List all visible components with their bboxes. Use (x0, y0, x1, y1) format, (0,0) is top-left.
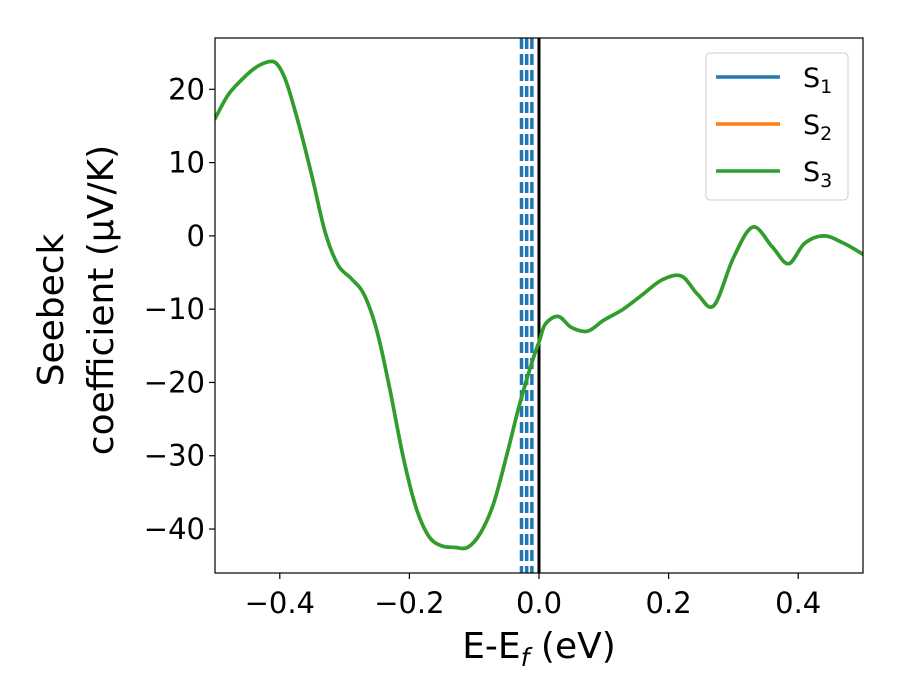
x-axis-title-unit: (eV) (529, 626, 615, 667)
legend-frame (705, 52, 849, 201)
series-lines (215, 59, 863, 551)
y-tick-label: −30 (144, 439, 205, 473)
y-axis-title-line2: coefficient (μV/K) (81, 145, 122, 455)
y-tick-label: −40 (144, 512, 205, 546)
legend-label-s2: S2 (803, 110, 832, 145)
x-axis-ticks: −0.4 −0.2 0.0 0.2 0.4 (245, 573, 821, 620)
y-tick-label: −10 (144, 292, 205, 326)
y-axis-ticks: 20 10 0 −10 −20 −30 −40 (144, 72, 215, 546)
legend-label-s3: S3 (803, 157, 832, 192)
x-axis-title: E-Ef (eV) (462, 626, 616, 672)
x-tick-label: 0.4 (775, 586, 821, 620)
x-tick-label: 0.2 (646, 586, 692, 620)
legend-label-s1: S1 (803, 63, 832, 98)
y-axis-title: Seebeck coefficient (μV/K) (31, 145, 122, 455)
legend: S1 S2 S3 (705, 52, 849, 201)
y-tick-label: −20 (144, 365, 205, 399)
x-tick-label: −0.2 (374, 586, 444, 620)
y-tick-label: 10 (168, 146, 205, 180)
y-tick-label: 20 (168, 72, 205, 106)
x-tick-label: −0.4 (245, 586, 315, 620)
series-line-s3 (215, 59, 863, 551)
y-tick-label: 0 (187, 219, 205, 253)
vertical-reference-lines (519, 38, 541, 573)
y-axis-title-line1: Seebeck (31, 233, 72, 386)
x-tick-label: 0.0 (516, 586, 562, 620)
